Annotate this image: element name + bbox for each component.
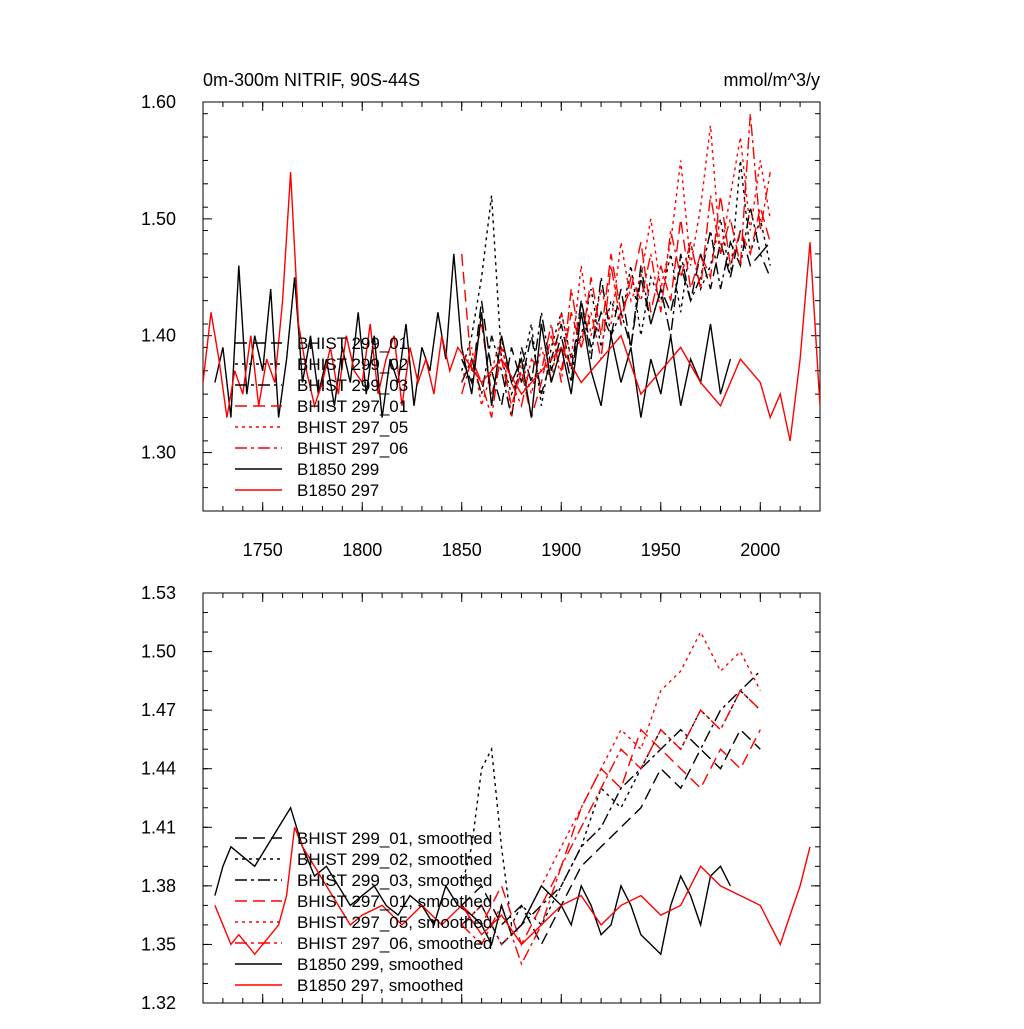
series-line-7 xyxy=(214,253,732,418)
legend-label: BHIST 297_01 xyxy=(297,397,408,416)
legend-label: BHIST 297_05 xyxy=(297,418,408,437)
legend-label: BHIST 299_01, smoothed xyxy=(297,829,492,848)
plot-frame xyxy=(202,101,821,512)
legend-label: B1850 297 xyxy=(297,481,379,500)
y-tick-label: 1.35 xyxy=(141,934,176,954)
y-tick-label: 1.40 xyxy=(141,326,176,346)
series-line-4 xyxy=(461,195,771,418)
y-tick-label: 1.50 xyxy=(141,209,176,229)
legend-label: BHIST 299_02, smoothed xyxy=(297,850,492,869)
y-tick-label: 1.50 xyxy=(141,642,176,662)
plot-frame xyxy=(202,592,821,1004)
y-tick-label: 1.32 xyxy=(141,993,176,1013)
chart-panel-1: 1.30 1.40 1.50 1.60 1750 1800 1850 1900 1950 2000… xyxy=(141,70,821,560)
series-line-3 xyxy=(461,207,771,418)
x-tick-label: 1900 xyxy=(541,540,581,560)
y-tick-label: 1.38 xyxy=(141,876,176,896)
y-tick-label: 1.60 xyxy=(141,92,176,112)
chart-panel-2: 1.32 1.35 1.38 1.41 1.44 1.47 1.50 1.53 BHIST 29… xyxy=(141,583,821,1013)
legend-label: BHIST 297_01, smoothed xyxy=(297,892,492,911)
series-group xyxy=(203,113,820,442)
x-tick-label: 1800 xyxy=(342,540,382,560)
legend-label: BHIST 299_03, smoothed xyxy=(297,871,492,890)
x-tick-label: 1750 xyxy=(243,540,283,560)
x-tick-label: 2000 xyxy=(740,540,780,560)
legend-label: BHIST 299_03 xyxy=(297,376,408,395)
series-group xyxy=(214,630,811,966)
legend-label: BHIST 297_06, smoothed xyxy=(297,934,492,953)
series-line-8 xyxy=(203,172,820,442)
legend-label: BHIST 299_02 xyxy=(297,355,408,374)
legend-label: B1850 299 xyxy=(297,460,379,479)
legend-label: BHIST 299_01 xyxy=(297,334,408,353)
y-tick-label: 1.53 xyxy=(141,583,176,603)
series-line-1 xyxy=(461,728,761,946)
series-line-3 xyxy=(461,670,761,946)
chart-units: mmol/m^3/y xyxy=(724,70,820,90)
y-tick-label: 1.41 xyxy=(141,817,176,837)
legend-label: BHIST 297_05, smoothed xyxy=(297,913,492,932)
legend-label: B1850 299, smoothed xyxy=(297,955,463,974)
series-line-8 xyxy=(214,827,811,956)
series-line-5 xyxy=(461,630,761,946)
y-tick-label: 1.47 xyxy=(141,700,176,720)
y-tick-label: 1.44 xyxy=(141,759,176,779)
x-tick-label: 1850 xyxy=(442,540,482,560)
series-line-5 xyxy=(461,125,771,418)
legend: BHIST 299_01 BHIST 299_02 BHIST 299_03 BHIS… xyxy=(235,334,408,500)
y-tick-label: 1.30 xyxy=(141,443,176,463)
x-tick-label: 1950 xyxy=(641,540,681,560)
series-line-2 xyxy=(461,160,771,406)
series-line-2 xyxy=(461,689,761,928)
series-line-6 xyxy=(461,113,771,418)
legend-label: BHIST 297_06 xyxy=(297,439,408,458)
legend: BHIST 299_01, smoothed BHIST 299_02, smoo… xyxy=(235,829,492,995)
chart-title: 0m-300m NITRIF, 90S-44S xyxy=(203,70,420,90)
legend-label: B1850 297, smoothed xyxy=(297,976,463,995)
